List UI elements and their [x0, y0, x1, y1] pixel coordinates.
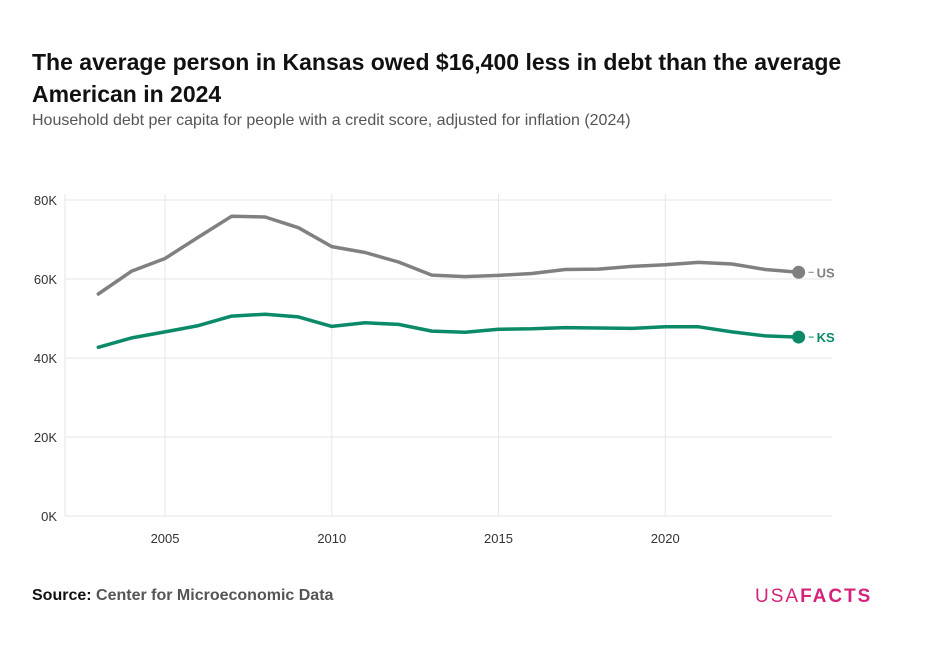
chart-subtitle: Household debt per capita for people wit…	[32, 112, 631, 129]
axis-layer: 0K 20K 40K 60K 80K 2005 2010 2015 2020	[34, 193, 680, 546]
x-tick-label: 2020	[651, 531, 680, 546]
series-end-label-ks: KS	[817, 330, 835, 345]
series-line-us	[96, 214, 801, 296]
y-tick-label: 40K	[34, 351, 57, 366]
y-tick-label: 20K	[34, 430, 57, 445]
chart-title: The average person in Kansas owed $16,40…	[32, 49, 842, 107]
x-tick-label: 2010	[317, 531, 346, 546]
y-tick-label: 80K	[34, 193, 57, 208]
series-line-ks	[96, 312, 801, 350]
x-tick-label: 2015	[484, 531, 513, 546]
source-key: Source:	[32, 587, 92, 604]
source-line: Source: Center for Microeconomic Data	[32, 587, 333, 605]
logo-light-text: USA	[755, 586, 801, 607]
logo-bold-text: FACTS	[800, 586, 873, 607]
series-end-marker-us	[792, 265, 806, 279]
series-end-marker-ks	[792, 330, 806, 344]
grid-layer	[64, 194, 832, 517]
x-tick-label: 2005	[151, 531, 180, 546]
label-layer: US KS	[808, 265, 835, 345]
y-tick-label: 0K	[41, 509, 57, 524]
y-tick-label: 60K	[34, 272, 57, 287]
series-end-label-us: US	[817, 265, 835, 280]
source-value: Center for Microeconomic Data	[96, 587, 334, 604]
series-layer	[96, 214, 806, 350]
usafacts-logo: USAFACTS	[755, 586, 872, 608]
